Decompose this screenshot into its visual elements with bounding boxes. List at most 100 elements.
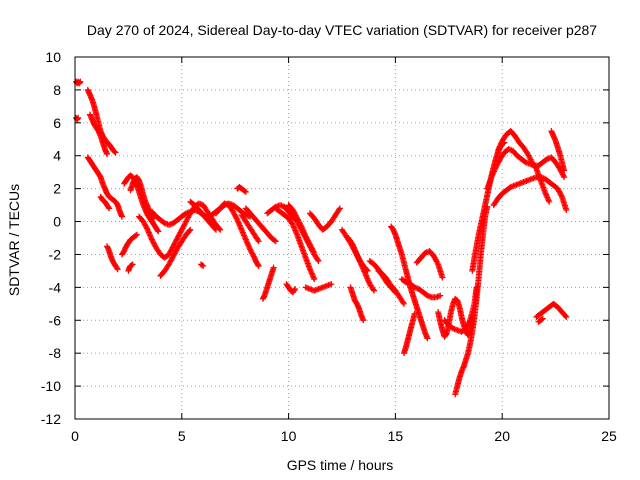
data-point	[118, 213, 125, 220]
series-track-y	[283, 281, 299, 296]
series-track-i	[125, 261, 136, 274]
series-track-p	[198, 261, 207, 269]
series-track-v	[259, 264, 277, 302]
data-point	[104, 151, 111, 158]
data-point	[270, 264, 277, 271]
y-tick-label: 10	[45, 49, 61, 65]
series-track-ar	[548, 128, 568, 174]
data-point	[199, 262, 206, 269]
series-track-r	[234, 183, 249, 195]
series-track-as	[533, 300, 570, 320]
x-tick-label: 15	[388, 428, 404, 444]
data-point	[311, 276, 318, 283]
data-point	[129, 261, 136, 268]
data-point	[400, 299, 407, 306]
data-point	[186, 227, 193, 234]
series-track-ag	[388, 223, 431, 342]
x-tick-label: 5	[178, 428, 186, 444]
chart-title: Day 270 of 2024, Sidereal Day-to-day VTE…	[87, 22, 597, 38]
data-point	[297, 222, 304, 229]
series-track-z	[302, 281, 335, 294]
series-track-k	[127, 174, 158, 222]
data-point	[291, 287, 298, 294]
data-point	[411, 310, 418, 317]
data-point	[106, 205, 113, 212]
series-track-h	[118, 231, 140, 258]
data-point	[560, 172, 567, 179]
data-point	[558, 192, 565, 199]
ticks-layer: 0 5 10 15 20 25 -12 -10 -8 -6 -4 -2 0 2 4 6 8 10	[41, 49, 617, 444]
data-point	[114, 266, 121, 273]
y-tick-label: -12	[41, 411, 61, 427]
data-point	[538, 316, 545, 323]
data-point	[272, 238, 279, 245]
data-point	[328, 281, 335, 288]
series-track-ah	[398, 276, 444, 301]
data-point	[255, 238, 262, 245]
data-point	[311, 249, 318, 256]
data-point	[250, 253, 257, 260]
y-tick-label: 2	[53, 181, 61, 197]
data-point	[128, 262, 135, 269]
series-track-f	[97, 193, 113, 212]
points-layer	[73, 78, 570, 398]
data-point	[424, 335, 431, 342]
data-point	[112, 149, 119, 156]
series-track-l	[136, 200, 224, 261]
data-point	[233, 215, 240, 222]
data-point	[562, 312, 569, 319]
y-tick-label: 8	[53, 82, 61, 98]
data-point	[255, 262, 262, 269]
series-track-af	[375, 267, 407, 307]
data-point	[434, 259, 441, 266]
x-tick-label: 20	[494, 428, 510, 444]
series-track-at	[535, 315, 546, 325]
series-track-aj	[413, 248, 446, 281]
data-point	[154, 227, 161, 234]
data-point	[132, 232, 139, 239]
series-track-ai	[400, 310, 418, 357]
data-point	[314, 256, 321, 263]
data-point	[561, 174, 568, 181]
y-tick-label: -4	[49, 279, 62, 295]
y-tick-label: 4	[53, 148, 61, 164]
data-point	[111, 148, 118, 155]
data-point	[539, 315, 546, 322]
data-point	[400, 300, 407, 307]
data-point	[242, 188, 249, 195]
data-point	[437, 292, 444, 299]
data-point	[241, 188, 248, 195]
data-point	[114, 265, 121, 272]
data-point	[561, 167, 568, 174]
data-point	[143, 225, 150, 232]
series-track-j	[121, 172, 162, 235]
data-point	[315, 258, 322, 265]
data-point	[546, 198, 553, 205]
series-track-q	[212, 200, 262, 269]
series-track-ad	[347, 284, 367, 324]
data-point	[212, 225, 219, 232]
x-tick-label: 0	[71, 428, 79, 444]
y-tick-label: -6	[49, 312, 62, 328]
series-track-aa	[306, 205, 343, 233]
x-tick-label: 25	[601, 428, 617, 444]
series-track-x	[285, 202, 318, 256]
data-point	[370, 286, 377, 293]
data-point	[563, 313, 570, 320]
data-point	[187, 226, 194, 233]
series-track-g	[104, 243, 121, 273]
data-point	[439, 274, 446, 281]
series-track-o	[187, 198, 219, 233]
y-tick-label: -2	[49, 246, 62, 262]
data-point	[532, 164, 539, 171]
series-track-n	[157, 226, 194, 279]
data-point	[271, 237, 278, 244]
data-point	[336, 205, 343, 212]
data-point	[105, 204, 112, 211]
series-track-d	[86, 111, 111, 158]
series-track-e	[84, 154, 125, 220]
data-point	[292, 286, 299, 293]
data-point	[133, 231, 140, 238]
plot-frame	[74, 56, 610, 420]
